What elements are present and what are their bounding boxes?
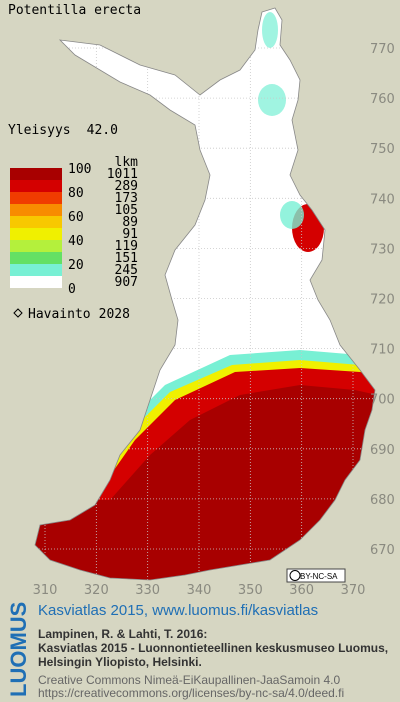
legend-count: 89 [122,215,138,230]
license: https://creativecommons.org/licenses/by-… [38,686,344,700]
citation: Helsingin Yliopisto, Helsinki. [38,655,202,669]
legend-scale-label: 0 [68,282,76,297]
cc-icon [289,570,301,581]
legend-scale-label: 80 [68,186,84,201]
legend-swatch [10,252,62,264]
headline: Kasviatlas 2015, www.luomus.fi/kasviatla… [38,602,318,619]
northing-label: 670 [370,543,395,558]
citation: Kasviatlas 2015 - Luonnontieteellinen ke… [38,641,388,655]
northing-label: 720 [370,293,395,308]
ne-fringe [280,201,304,229]
northing-label: 700 [370,393,395,408]
legend-swatch [10,192,62,204]
legend-scale-label: 100 [68,162,91,177]
legend-scale-label: 60 [68,210,84,225]
legend-count: 119 [115,239,138,254]
northing-label: 750 [370,142,395,157]
legend-count: 1011 [107,167,138,182]
legend-count: 245 [115,263,138,278]
count-header: lkm [115,155,139,170]
easting-label: 340 [187,583,212,598]
observation-symbol [13,308,23,318]
legend-count: 289 [115,179,138,194]
easting-label: 360 [289,583,314,598]
northing-label: 740 [370,192,395,207]
legend-count: 105 [115,203,138,218]
easting-label: 350 [238,583,263,598]
easting-label: 370 [341,583,366,598]
frequency-label: Yleisyys [8,123,71,138]
legend-swatch [10,240,62,252]
northing-label: 760 [370,92,395,107]
legend-count: 173 [115,191,138,206]
license-badge [286,568,346,583]
brand: LUOMUS [6,602,31,697]
observations-value: 2028 [99,307,130,322]
easting-label: 330 [135,583,160,598]
species-title: Potentilla erecta [8,3,141,18]
northing-label: 730 [370,242,395,257]
easting-label: 320 [84,583,109,598]
legend-scale-label: 40 [68,234,84,249]
license-badge-text: BY-NC-SA [300,572,338,581]
legend-scale-label: 20 [68,258,84,273]
legend-swatch [10,204,62,216]
legend-swatch [10,180,62,192]
observations: Havainto 2028 [28,307,130,322]
north-patch [262,12,278,48]
legend-swatch [10,276,62,288]
finland [35,8,375,580]
legend-count: 151 [115,251,138,266]
northing-label: 690 [370,443,395,458]
observations-label: Havainto [28,307,91,322]
north-patch [258,84,286,116]
legend-swatch [10,264,62,276]
northing-label: 710 [370,343,395,358]
legend-count: 907 [115,275,138,290]
northing-label: 770 [370,42,395,57]
easting-label: 310 [33,583,58,598]
legend-swatch [10,216,62,228]
legend-count: 91 [122,227,138,242]
dark-red-zone [35,385,375,580]
frequency: Yleisyys 42.0 [8,123,118,138]
license: Creative Commons Nimeä-EiKaupallinen-Jaa… [38,673,340,687]
legend-swatch [10,168,62,180]
northing-label: 680 [370,493,395,508]
citation: Lampinen, R. & Lahti, T. 2016: [38,627,207,641]
frequency-value: 42.0 [87,123,118,138]
legend-swatch [10,228,62,240]
